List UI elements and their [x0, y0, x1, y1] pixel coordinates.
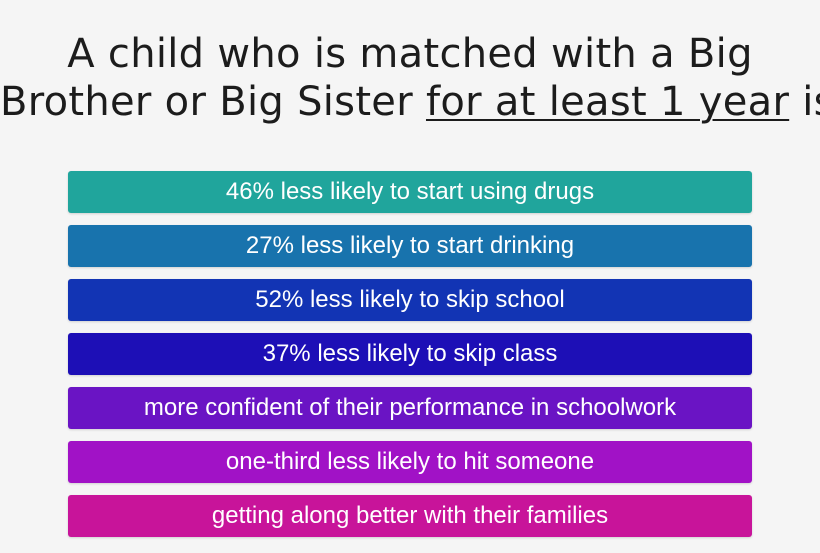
- title-line-2-start: Brother or Big Sister: [0, 79, 426, 125]
- stat-bar-skip-school: 52% less likely to skip school: [68, 279, 752, 321]
- stat-bar-confidence: more confident of their performance in s…: [68, 387, 752, 429]
- stat-bar-violence: one-third less likely to hit someone: [68, 441, 752, 483]
- title-underlined-phrase: for at least 1 year: [425, 79, 790, 125]
- statistics-list: 46% less likely to start using drugs 27%…: [68, 171, 752, 549]
- stat-bar-families: getting along better with their families: [68, 495, 752, 537]
- title-line-1: A child who is matched with a Big: [67, 31, 753, 77]
- stat-bar-drinking: 27% less likely to start drinking: [68, 225, 752, 267]
- title-line-2: Brother or Big Sister for at least 1 yea…: [0, 78, 820, 126]
- title-line-2-end: is:: [802, 79, 820, 125]
- stat-bar-skip-class: 37% less likely to skip class: [68, 333, 752, 375]
- stat-bar-drugs: 46% less likely to start using drugs: [68, 171, 752, 213]
- page-title: A child who is matched with a Big Brothe…: [0, 30, 820, 126]
